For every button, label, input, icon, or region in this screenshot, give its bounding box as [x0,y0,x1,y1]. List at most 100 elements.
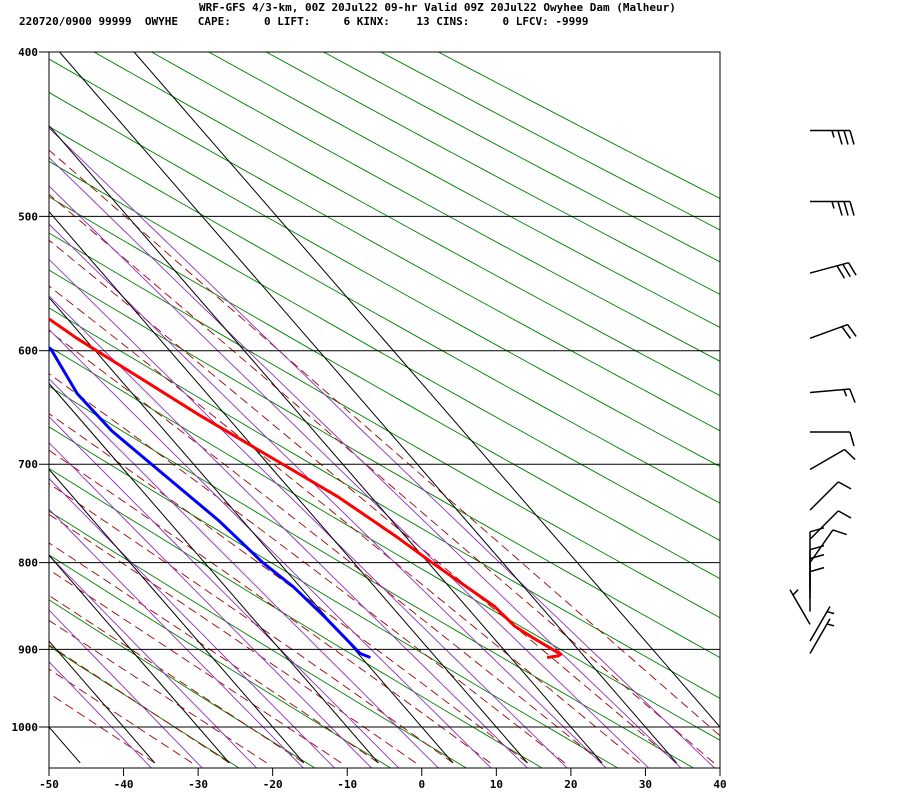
sounding-profiles [49,317,563,659]
dry-adiabat-line [49,346,720,741]
dry-adiabat-line [49,385,695,768]
wind-barb [809,481,852,511]
moist-adiabat-line [49,644,230,764]
x-tick-label: 0 [418,778,425,791]
wind-barb [809,261,857,279]
mixing-ratio-line [49,442,373,768]
dry-adiabat-line [323,52,720,263]
mixing-ratio-line [49,661,153,768]
moist-adiabat-line [49,483,454,764]
dry-adiabat-line [49,91,720,468]
isotherm-gridline [49,382,379,764]
wind-barb [809,606,835,642]
wind-barb [809,553,825,599]
dry-adiabat-line [49,645,240,768]
dry-adiabat-line [49,554,392,768]
wind-barb [809,388,856,403]
moist-adiabat-line [49,239,677,764]
wind-barb [789,589,811,625]
moist-adiabat-line [49,330,603,764]
mixing-ratio-line [49,223,607,768]
mixing-ratio-line [49,609,203,768]
moist-adiabat-line [49,373,566,764]
pressure-axis: 400 500 600 700 800 900 1000 [12,46,49,734]
mixing-ratio-line [49,258,568,768]
mixing-ratio-line [49,508,305,768]
x-tick-label: 40 [713,778,726,791]
y-tick-label: 700 [18,458,38,471]
y-tick-label: 500 [18,210,38,223]
dry-adiabat-line [49,126,720,504]
mixing-ratio-line [49,554,258,768]
wind-barb [809,510,852,540]
y-tick-label: 600 [18,345,38,358]
wind-barb [809,129,855,145]
dry-adiabat-line [49,196,720,580]
isotherm-gridline [49,210,528,764]
wind-barb [809,618,835,654]
dewpoint-profile [49,345,371,659]
dry-adiabat-line [49,160,720,542]
mixing-ratio-line [49,378,440,768]
isotherm-gridline [49,726,81,764]
mixing-ratio-line [49,185,650,768]
moist-adiabat-line [49,285,640,764]
moist-adiabat-line [49,149,720,737]
moist-adiabat-line [49,413,528,764]
isotherm-gridline [49,468,305,764]
x-tick-label: -30 [188,778,208,791]
dry-adiabat-line [265,52,720,295]
dry-adiabat-line [49,232,720,619]
grid-lines [49,51,720,764]
dry-adiabat-line [93,52,720,397]
wind-barbs [789,129,857,654]
wind-barb [809,448,856,471]
dry-adiabat-line [438,52,720,200]
x-tick-label: 10 [490,778,503,791]
wind-barb [810,200,855,216]
mixing-ratio-line [49,415,400,768]
plot-frame [48,51,721,769]
dry-adiabat-line [49,599,316,768]
moist-adiabat-line [49,569,342,764]
moist-adiabat-line [49,619,267,764]
y-tick-label: 400 [18,46,38,59]
mixing-ratio-line [49,295,528,768]
x-tick-label: 30 [639,778,652,791]
chart-title: WRF-GFS 4/3-km, 00Z 20Jul22 09-hr Valid … [199,1,676,14]
dry-adiabat-line [208,52,720,328]
y-tick-label: 900 [18,643,38,656]
isotherm-gridline [49,640,156,764]
moist-adiabat-line [49,513,416,764]
x-tick-label: -40 [114,778,134,791]
dry-adiabat-line [49,510,468,768]
wind-barb [809,323,857,340]
wind-barb [809,566,825,612]
x-tick-label: -10 [337,778,357,791]
mixing-ratio-line [49,328,492,768]
dry-adiabat-line [49,467,543,768]
x-tick-label: -20 [263,778,283,791]
temperature-axis: -50 -40 -30 -20 -10 0 10 20 30 40 [39,768,727,791]
dry-adiabat-line [49,426,619,768]
dry-adiabat-line [49,58,720,432]
dry-adiabat-line [49,269,720,659]
x-tick-label: 20 [564,778,577,791]
isotherm-gridline [133,52,720,728]
isotherm-gridline [59,52,678,764]
mixing-ratio-line [49,127,716,768]
dry-adiabat-line [49,307,720,699]
mixing-ratio-line [49,477,336,768]
mixing-ratio-line [49,156,682,768]
dry-adiabat-line [151,52,720,362]
y-tick-label: 800 [18,557,38,570]
y-tick-label: 1000 [12,721,39,734]
wind-barb [809,431,855,447]
moist-adiabat-line [49,594,305,764]
x-tick-label: -50 [39,778,59,791]
isotherm-gridline [49,554,230,764]
moist-adiabat-line [49,193,715,764]
moist-adiabat-line [49,542,379,764]
station-indices-line: 220720/0900 99999 OWYHE CAPE: 0 LIFT: 6 … [19,15,589,28]
